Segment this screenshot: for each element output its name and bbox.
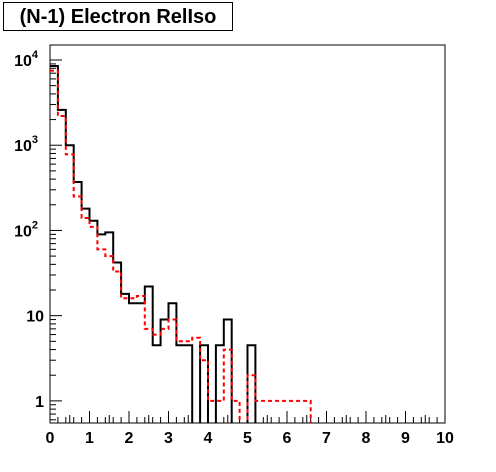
histogram-red-dashed [50,69,312,423]
histogram-black-solid [50,65,257,423]
x-tick-label: 2 [125,430,134,447]
x-tick-label: 7 [322,430,331,447]
chart-title: (N-1) Electron RelIso [19,6,217,28]
y-tick-label: 103 [14,134,38,155]
x-tick-label: 6 [283,430,292,447]
y-tick-label: 1 [35,394,44,411]
chart-title-box: (N-1) Electron RelIso [3,2,233,31]
y-tick-label: 102 [14,219,38,240]
x-tick-label: 3 [164,430,173,447]
x-tick-label: 1 [85,430,94,447]
y-tick-label: 104 [14,49,39,70]
x-tick-label: 5 [243,430,252,447]
x-tick-label: 9 [401,430,410,447]
x-tick-label: 8 [362,430,371,447]
y-tick-label: 10 [26,309,44,326]
x-tick-label: 10 [436,430,454,447]
x-tick-label: 0 [46,430,55,447]
x-tick-label: 4 [204,430,213,447]
